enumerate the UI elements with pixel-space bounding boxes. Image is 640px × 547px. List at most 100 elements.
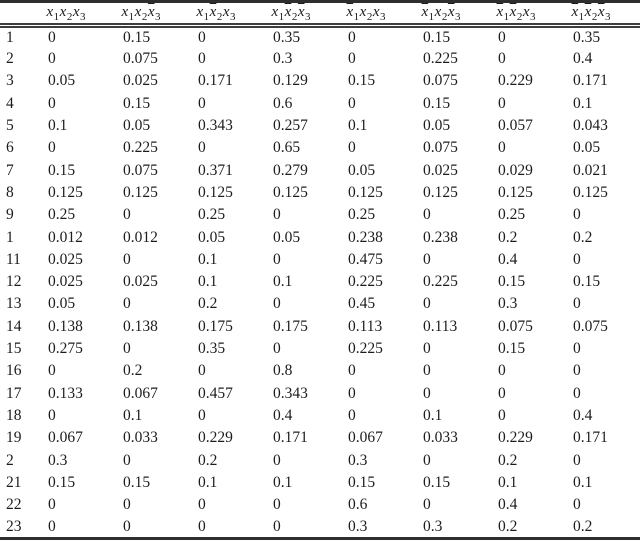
table-cell: 0.025 (123, 273, 158, 291)
table-cell: 0.125 (498, 183, 533, 201)
table-row: 9 0.25 0 0.25 0 0.25 0 0.25 0 (0, 204, 640, 226)
variable-subscript: 2 (141, 11, 148, 23)
barred-variable: x (571, 4, 579, 20)
table-cell: 0 (123, 250, 131, 268)
table-cell: 0 (123, 496, 131, 514)
table-cell: 0.35 (573, 29, 601, 47)
table-cell: 0.2 (498, 228, 518, 246)
table-cell: 0.1 (573, 473, 593, 491)
table-cell: 0.075 (498, 317, 533, 335)
table-cell: 0 (198, 50, 206, 68)
table-cell: 0.15 (498, 273, 526, 291)
table-cell: 0 (423, 451, 431, 469)
table-row: 19 0.067 0.033 0.229 0.171 0.067 0.033 0.229 0.1… (0, 427, 640, 449)
table-cell: 0 (498, 94, 506, 112)
column-header-nx1nx2x3: x1x2x3 (490, 1, 565, 28)
table-cell: 0.238 (423, 228, 458, 246)
table-cell: 0.343 (273, 384, 308, 402)
table-cell: 0 (123, 340, 131, 358)
table-cell: 0.1 (273, 473, 293, 491)
table-cell: 0.3 (348, 451, 368, 469)
barred-variable: x (509, 4, 517, 20)
column-header-nx1x2x3: x1x2x3 (340, 1, 415, 28)
table-cell: 0 (498, 50, 506, 68)
barred-variable: x (597, 4, 605, 20)
variable: x (196, 4, 204, 20)
table-cell: 0 (198, 496, 206, 514)
table-cell: 0.15 (423, 473, 451, 491)
table-cell: 0.125 (573, 183, 608, 201)
table-cell: 0 (273, 517, 281, 535)
column-header-nx1nx2nx3: x1x2x3 (565, 1, 640, 28)
table-cell: 0.1 (48, 117, 68, 135)
table-cell: 0.075 (123, 161, 158, 179)
table-cell: 0.138 (48, 317, 83, 335)
table-cell: 0.067 (48, 429, 83, 447)
variable-subscript: 2 (291, 11, 298, 23)
table-cell: 0 (198, 139, 206, 157)
table-row: 22 0 0 0 0 0.6 0 0.4 0 (0, 494, 640, 516)
table-row: 14 0.138 0.138 0.175 0.175 0.113 0.113 0.075 0.0… (0, 315, 640, 337)
barred-variable: x (584, 4, 592, 20)
table-cell: 0.35 (273, 29, 301, 47)
row-label: 6 (6, 139, 14, 157)
table-cell: 0.8 (273, 362, 293, 380)
table-cell: 0 (348, 29, 356, 47)
table-cell: 0.343 (198, 117, 233, 135)
table-cell: 0.3 (48, 451, 68, 469)
table-cell: 0.15 (498, 340, 526, 358)
table-cell: 0.1 (573, 94, 593, 112)
row-label: 19 (6, 429, 22, 447)
table-cell: 0 (498, 139, 506, 157)
table-cell: 0 (123, 451, 131, 469)
table-cell: 0.3 (273, 50, 293, 68)
table-cell: 0.15 (123, 29, 151, 47)
table-cell: 0.05 (348, 161, 376, 179)
table-cell: 0.043 (573, 117, 608, 135)
table-cell: 0.65 (273, 139, 301, 157)
table-cell: 0.6 (273, 94, 293, 112)
variable-subscript: 3 (380, 11, 386, 23)
variable-subscript: 1 (428, 11, 435, 23)
table-cell: 0 (348, 94, 356, 112)
table-cell: 0.025 (48, 250, 83, 268)
table-cell: 0.138 (123, 317, 158, 335)
table-cell: 0 (498, 29, 506, 47)
row-label: 4 (6, 94, 14, 112)
variable-subscript: 2 (441, 11, 448, 23)
table-cell: 0.225 (348, 273, 383, 291)
variable-subscript: 3 (455, 11, 461, 23)
table-cell: 0.113 (348, 317, 383, 335)
table-cell: 0.029 (498, 161, 533, 179)
table-cell: 0.15 (573, 273, 601, 291)
table-cell: 0.05 (423, 117, 451, 135)
table-cell: 0.2 (498, 517, 518, 535)
table-cell: 0.2 (573, 228, 593, 246)
table-cell: 0.229 (198, 429, 233, 447)
variable-subscript: 3 (605, 11, 611, 23)
table-cell: 0.457 (198, 384, 233, 402)
table-cell: 0.012 (123, 228, 158, 246)
table-cell: 0.371 (198, 161, 233, 179)
row-label: 11 (6, 250, 21, 268)
row-label: 1 (6, 29, 14, 47)
table-cell: 0 (348, 50, 356, 68)
column-header-x1x2nx3: x1x2x3 (115, 1, 190, 28)
table-cell: 0.075 (423, 72, 458, 90)
barred-variable: x (421, 4, 429, 20)
variable-subscript: 3 (80, 11, 86, 23)
table-cell: 0 (273, 451, 281, 469)
table-row: 13 0.05 0 0.2 0 0.45 0 0.3 0 (0, 293, 640, 315)
variable-subscript: 3 (155, 11, 161, 23)
table-cell: 0.171 (573, 429, 608, 447)
table-row: 1 0 0.15 0 0.35 0 0.15 0 0.35 (0, 26, 640, 48)
table-cell: 0.225 (423, 273, 458, 291)
table-cell: 0.05 (48, 295, 76, 313)
table-cell: 0 (573, 362, 581, 380)
table-cell: 0.225 (123, 139, 158, 157)
table-cell: 0 (423, 295, 431, 313)
variable-subscript: 3 (230, 11, 236, 23)
table-cell: 0 (273, 250, 281, 268)
variable: x (522, 4, 530, 20)
